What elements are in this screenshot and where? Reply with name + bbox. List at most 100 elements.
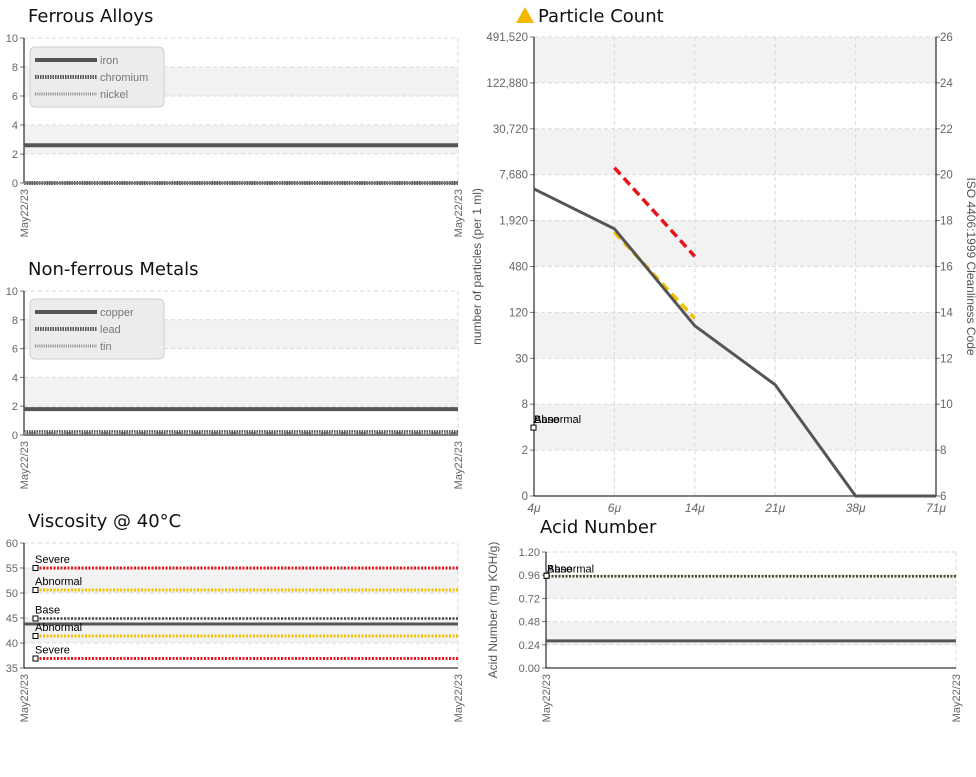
y-tick-label: 0	[12, 178, 18, 190]
y-tick-label: 1.20	[519, 547, 540, 559]
limit-label: Base	[35, 605, 60, 617]
limit-line-severe	[613, 166, 697, 258]
y-tick-label: 491,520	[486, 32, 528, 44]
y2-tick-label: 14	[940, 307, 953, 319]
annotation-label: Abnormal	[534, 414, 581, 426]
limit-label: Abnormal	[547, 563, 594, 575]
y-tick-label: 8	[12, 315, 18, 327]
y-tick-label: 10	[6, 33, 18, 45]
x-tick-label: 71μ	[926, 501, 946, 515]
y2-tick-label: 10	[940, 399, 953, 411]
limit-marker	[543, 572, 550, 579]
y2-tick-label: 12	[940, 353, 953, 365]
limit-label: Abnormal	[35, 622, 82, 634]
limit-label: Severe	[35, 554, 70, 566]
y-tick-label: 6	[12, 344, 18, 356]
y-tick-label: 1,920	[499, 216, 528, 228]
x-tick-label: May22/23	[453, 441, 465, 489]
viscosity-chart: 35 40 45 50 55 60 May22/23 May22/23 Severe Abnorm…	[6, 538, 465, 722]
y-tick-label: 4	[12, 372, 18, 384]
x-tick-label: May22/23	[453, 189, 465, 237]
y2-tick-label: 24	[940, 78, 953, 90]
nonferrous-title: Non-ferrous Metals	[28, 259, 199, 280]
legend-label: lead	[100, 324, 121, 336]
y-tick-label: 0	[522, 491, 528, 503]
particle-chart: 0 6 2 8 8 10 30 12 120 14 480 16 1,920 18 7,680 20 30,72…	[470, 32, 976, 515]
x-tick-label: May22/23	[19, 441, 31, 489]
grid-band	[24, 125, 458, 154]
limit-label: Severe	[35, 645, 70, 657]
legend-label: tin	[100, 341, 112, 353]
y-tick-label: 30,720	[493, 124, 528, 136]
x-tick-label: May22/23	[453, 674, 465, 722]
y-tick-label: 2	[12, 149, 18, 161]
y2-axis-label: ISO 4406:1999 Cleanliness Code	[964, 177, 976, 355]
acid-chart: 0.00 0.24 0.48 0.72 0.96 1.20 May22/23 May22/23…	[486, 542, 963, 723]
y-tick-label: 30	[515, 353, 528, 365]
y-tick-label: 55	[6, 563, 18, 575]
y-tick-label: 45	[6, 613, 18, 625]
y-tick-label: 0.00	[519, 663, 540, 675]
legend-label: chromium	[100, 72, 148, 84]
y-tick-label: 122,880	[486, 78, 528, 90]
limit-marker	[32, 615, 39, 622]
y-tick-label: 50	[6, 588, 18, 600]
y-axis-label: number of particles (per 1 ml)	[470, 188, 484, 345]
limit-label: Base	[547, 563, 572, 575]
x-tick-label: 6μ	[608, 501, 622, 515]
x-tick-label: 21μ	[764, 501, 785, 515]
legend-label: copper	[100, 307, 134, 319]
y2-tick-label: 20	[940, 170, 953, 182]
y2-tick-label: 22	[940, 124, 953, 136]
annotation-label: Base	[534, 414, 559, 426]
y-tick-label: 0.96	[519, 570, 540, 582]
grid-band	[24, 618, 458, 643]
limit-marker	[32, 565, 39, 571]
x-tick-label: 38μ	[846, 501, 866, 515]
ferrous-chart: 0 2 4 6 8 10 May22/23 May22/23 iron chromium nicke…	[6, 33, 465, 237]
x-tick-label: 4μ	[527, 501, 541, 515]
limit-marker	[32, 587, 39, 593]
y2-tick-label: 18	[940, 216, 953, 228]
warning-icon	[516, 7, 534, 23]
y-tick-label: 40	[6, 638, 18, 650]
y-tick-label: 10	[6, 286, 18, 298]
ferrous-title: Ferrous Alloys	[28, 6, 154, 27]
x-tick-label: May22/23	[19, 189, 31, 237]
limit-marker	[32, 633, 39, 639]
x-tick-label: May22/23	[19, 674, 31, 722]
grid-band	[534, 128, 936, 175]
y-tick-label: 6	[12, 91, 18, 103]
particle-title: Particle Count	[516, 6, 664, 27]
grid-band	[534, 404, 936, 451]
particle-title-text: Particle Count	[538, 6, 664, 27]
y2-tick-label: 26	[940, 32, 953, 44]
limit-marker	[32, 655, 39, 662]
y-tick-label: 60	[6, 538, 18, 550]
limit-label: Abnormal	[35, 576, 82, 588]
grid-band	[24, 377, 458, 407]
y-tick-label: 7,680	[499, 170, 528, 182]
y-tick-label: 120	[509, 307, 528, 319]
y-axis-label: Acid Number (mg KOH/g)	[486, 542, 500, 679]
legend-label: nickel	[100, 89, 128, 101]
viscosity-title: Viscosity @ 40°C	[28, 511, 182, 532]
y-tick-label: 0.48	[519, 617, 540, 629]
y-tick-label: 2	[522, 445, 528, 457]
y2-tick-label: 6	[940, 491, 946, 503]
grid-band	[546, 621, 956, 645]
y2-tick-label: 16	[940, 262, 953, 274]
grid-band	[534, 220, 936, 267]
grid-band	[534, 37, 936, 83]
series-particle	[533, 187, 936, 498]
acid-title: Acid Number	[540, 517, 657, 538]
y-tick-label: 0.24	[519, 640, 540, 652]
x-tick-label: 14μ	[685, 501, 705, 515]
y-tick-label: 8	[522, 399, 528, 411]
y-tick-label: 35	[6, 663, 18, 675]
y-tick-label: 0.72	[519, 593, 540, 605]
grid-band	[534, 312, 936, 359]
x-tick-label: May22/23	[951, 674, 963, 722]
x-tick-label: May22/23	[541, 674, 553, 722]
y2-tick-label: 8	[940, 445, 946, 457]
